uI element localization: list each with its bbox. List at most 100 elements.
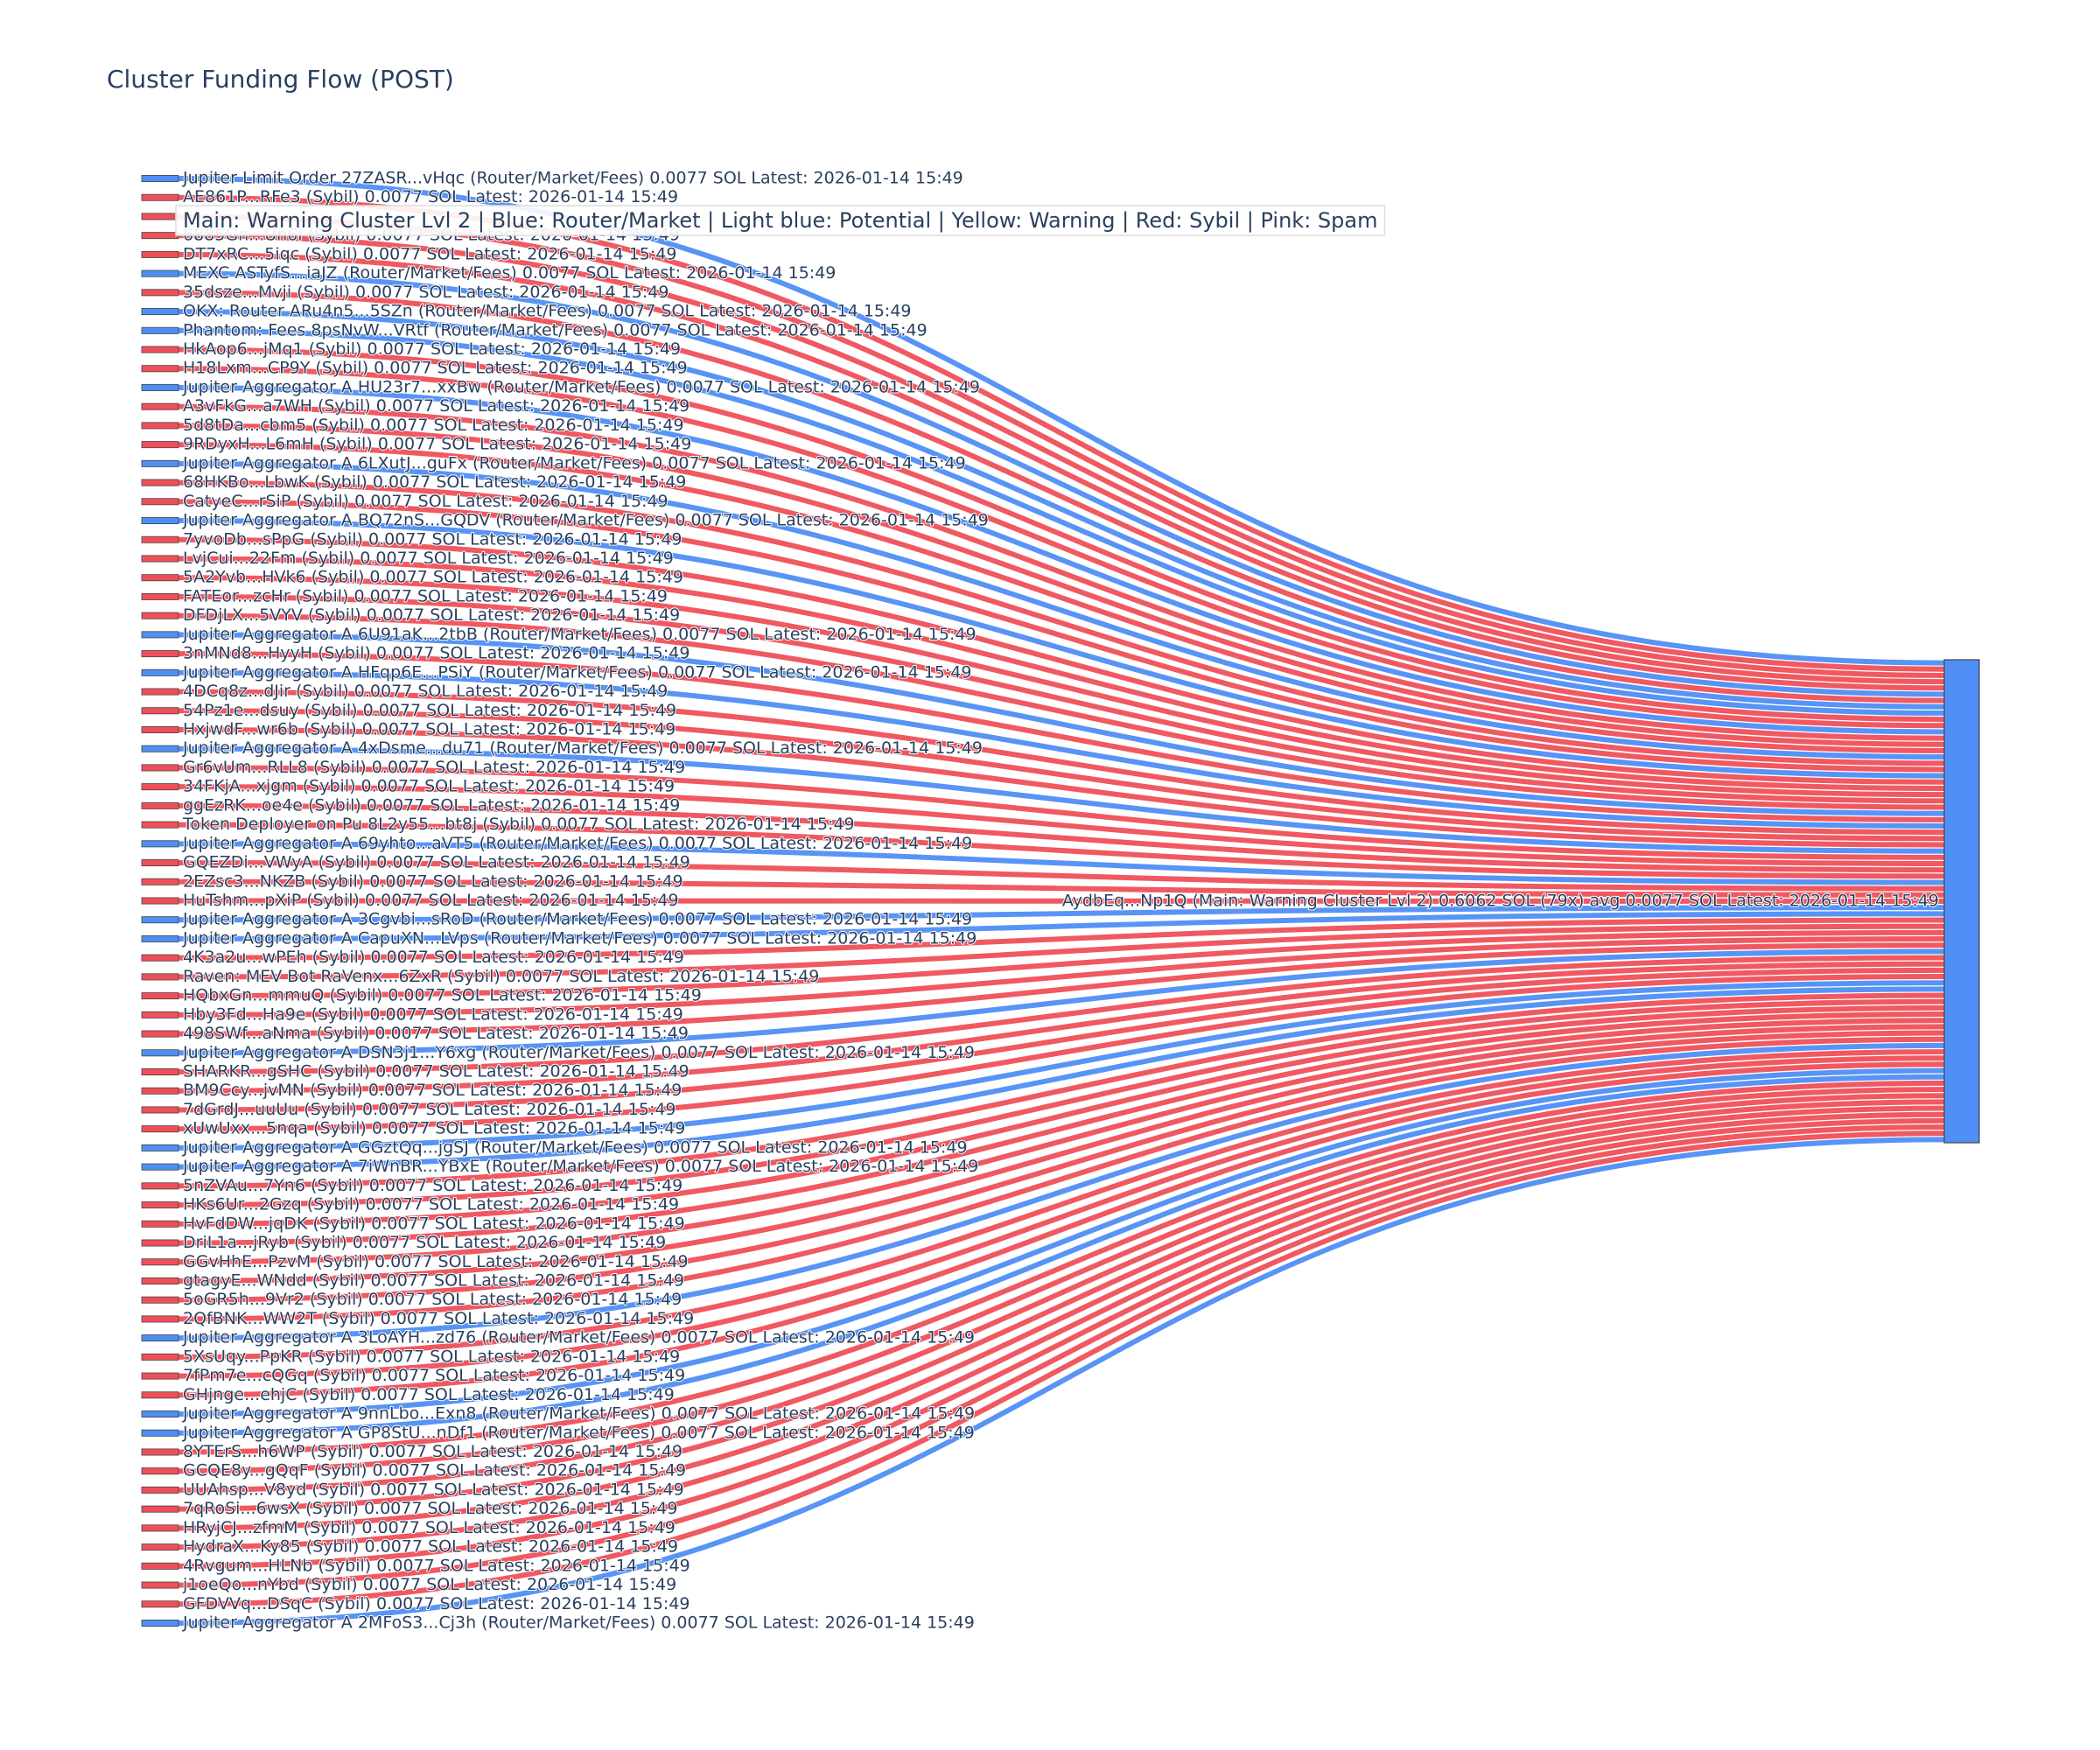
link xyxy=(178,986,1945,1170)
link xyxy=(178,233,1945,685)
source-node xyxy=(141,1011,179,1018)
link xyxy=(178,536,1945,785)
link xyxy=(178,1024,1945,1284)
source-node xyxy=(141,193,179,201)
source-node xyxy=(141,1258,179,1266)
source-node xyxy=(141,1544,179,1551)
source-label: 4DCq8z...dJir (Sybil) 0.0077 SOL Latest:… xyxy=(183,682,668,701)
link xyxy=(178,1117,1945,1569)
source-node xyxy=(141,1391,179,1399)
source-node xyxy=(141,840,179,848)
nodes xyxy=(141,175,1980,1627)
source-node xyxy=(141,1505,179,1513)
source-label: HydraX...Ky85 (Sybil) 0.0077 SOL Latest:… xyxy=(183,1537,678,1557)
source-label: Hby3Fd...Ha9e (Sybil) 0.0077 SOL Latest:… xyxy=(183,1004,683,1024)
link xyxy=(178,460,1945,760)
source-node xyxy=(141,688,179,696)
link xyxy=(178,898,1945,904)
link xyxy=(178,911,1945,942)
link xyxy=(178,746,1945,854)
link xyxy=(178,442,1945,753)
source-node xyxy=(141,1201,179,1209)
source-label: Jupiter Aggregator A 6U91aK...2tbB (Rout… xyxy=(182,625,976,644)
source-label: GQEZDi...VWyA (Sybil) 0.0077 SOL Latest:… xyxy=(183,853,690,872)
source-label: HQbxGn...mmuQ (Sybil) 0.0077 SOL Latest:… xyxy=(183,986,702,1005)
source-label: 5oGR5h...9Vr2 (Sybil) 0.0077 SOL Latest:… xyxy=(183,1290,682,1309)
source-label: 2QfBNK...WW2T (Sybil) 0.0077 SOL Latest:… xyxy=(183,1309,694,1328)
link xyxy=(178,727,1945,848)
source-label: GHjnge...ehjC (Sybil) 0.0077 SOL Latest:… xyxy=(183,1385,675,1404)
source-label: HKs6Ur...2Gzq (Sybil) 0.0077 SOL Latest:… xyxy=(183,1195,679,1214)
source-node xyxy=(141,916,179,924)
source-label: gtagyE...WNdd (Sybil) 0.0077 SOL Latest:… xyxy=(183,1270,684,1290)
source-label: Jupiter Aggregator A CapuXN...LVps (Rout… xyxy=(182,928,976,948)
source-node xyxy=(141,1315,179,1323)
link xyxy=(178,905,1945,923)
link xyxy=(178,1068,1945,1418)
source-node xyxy=(141,859,179,867)
source-label: HkAop6...jMq1 (Sybil) 0.0077 SOL Latest:… xyxy=(183,340,681,359)
source-label: 3nMNd8...HyyH (Sybil) 0.0077 SOL Latest:… xyxy=(183,644,690,663)
link xyxy=(178,1012,1945,1246)
source-node xyxy=(141,1087,179,1095)
target-label: AydbEq...Np1Q (Main: Warning Cluster Lvl… xyxy=(1062,892,1939,911)
source-label: BM9Ccy...jvMN (Sybil) 0.0077 SOL Latest:… xyxy=(183,1081,682,1100)
source-node xyxy=(141,745,179,752)
source-node xyxy=(141,250,179,258)
source-node xyxy=(141,555,179,563)
source-node xyxy=(141,1106,179,1114)
link xyxy=(178,366,1945,729)
source-node xyxy=(141,441,179,449)
source-label: H18Lxm...CP9Y (Sybil) 0.0077 SOL Latest:… xyxy=(183,359,688,378)
source-label: HxjwdF...wr6b (Sybil) 0.0077 SOL Latest:… xyxy=(183,719,676,738)
source-node xyxy=(141,498,179,506)
source-label: HRyjCJ...zfmM (Sybil) 0.0077 SOL Latest:… xyxy=(183,1518,676,1537)
link xyxy=(178,1111,1945,1550)
link xyxy=(178,214,1945,678)
link xyxy=(178,1130,1945,1607)
link xyxy=(178,998,1945,1208)
source-label: A3vFkG...a7WH (Sybil) 0.0077 SOL Latest:… xyxy=(183,396,690,416)
link xyxy=(178,1105,1945,1531)
source-node xyxy=(141,1163,179,1171)
source-label: 35dsze...Mvji (Sybil) 0.0077 SOL Latest:… xyxy=(183,283,668,302)
source-node xyxy=(141,175,179,182)
labels: Jupiter Limit Order 27ZASR...vHqc (Route… xyxy=(181,168,1940,1634)
link xyxy=(178,651,1945,822)
source-node xyxy=(141,1144,179,1152)
source-label: DFDjLX...5VYV (Sybil) 0.0077 SOL Latest:… xyxy=(183,606,680,625)
link xyxy=(178,1036,1945,1322)
source-label: 498SWf...aNma (Sybil) 0.0077 SOL Latest:… xyxy=(183,1024,689,1043)
link xyxy=(178,1042,1945,1341)
link xyxy=(178,384,1945,735)
link xyxy=(178,575,1945,798)
source-node xyxy=(141,934,179,942)
source-node xyxy=(141,1467,179,1475)
link xyxy=(178,929,1945,999)
source-label: AE861P...RFe3 (Sybil) 0.0077 SOL Latest:… xyxy=(183,187,678,206)
source-node xyxy=(141,897,179,905)
source-label: Jupiter Aggregator A 3Cgvbi...sRoD (Rout… xyxy=(182,910,972,929)
source-label: Jupiter Aggregator A 6LXutJ...guFx (Rout… xyxy=(182,453,966,472)
source-label: Jupiter Aggregator A 2MFoS3...Cj3h (Rout… xyxy=(182,1614,975,1633)
source-node xyxy=(141,1068,179,1075)
link xyxy=(178,822,1945,879)
source-label: GGvHhE...PzvM (Sybil) 0.0077 SOL Latest:… xyxy=(183,1252,689,1271)
source-label: DriL1a...jRyb (Sybil) 0.0077 SOL Latest:… xyxy=(183,1233,666,1252)
link xyxy=(178,765,1945,860)
source-node xyxy=(141,954,179,962)
source-node xyxy=(141,802,179,809)
source-node xyxy=(141,821,179,829)
source-node xyxy=(141,592,179,600)
source-label: 5A2Yvb...HVk6 (Sybil) 0.0077 SOL Latest:… xyxy=(183,568,683,587)
source-label: Gr6vUm...RLL8 (Sybil) 0.0077 SOL Latest:… xyxy=(183,758,685,777)
source-label: 8YTErS...h6WP (Sybil) 0.0077 SOL Latest:… xyxy=(183,1442,682,1461)
source-label: 5XsUqy...PpKR (Sybil) 0.0077 SOL Latest:… xyxy=(183,1347,680,1366)
source-node xyxy=(141,517,179,525)
source-node xyxy=(141,308,179,316)
source-node xyxy=(141,232,179,240)
link xyxy=(178,1030,1945,1303)
source-node xyxy=(141,459,179,467)
source-label: Jupiter Aggregator A 7iWnBR...YBxE (Rout… xyxy=(182,1157,978,1176)
